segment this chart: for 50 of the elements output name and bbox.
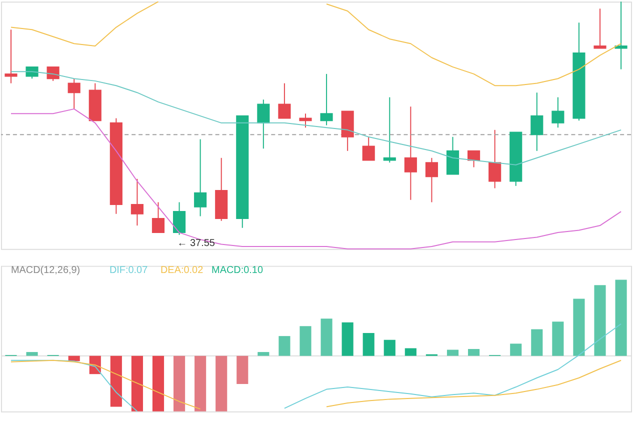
candlestick <box>446 136 460 175</box>
candlestick <box>278 82 291 119</box>
bar <box>194 356 206 412</box>
candlestick <box>320 73 333 126</box>
candlestick <box>383 96 396 164</box>
candlestick <box>468 150 480 168</box>
candlestick <box>552 96 564 128</box>
bar <box>342 322 354 356</box>
bar <box>278 336 290 356</box>
candlestick <box>68 78 80 110</box>
bar <box>320 318 332 356</box>
candlestick <box>299 113 312 128</box>
bar <box>468 348 480 356</box>
bar <box>404 348 416 356</box>
bar <box>552 322 564 356</box>
bar <box>258 352 270 356</box>
bar <box>131 356 143 412</box>
candlestick <box>152 202 165 234</box>
candlestick <box>4 29 18 84</box>
bar <box>300 326 312 356</box>
candlestick <box>362 136 375 161</box>
text: DEA:0.02 <box>160 264 204 276</box>
candlestick <box>172 202 186 236</box>
bar <box>384 340 396 356</box>
candlestick <box>194 138 207 217</box>
bar <box>510 344 522 356</box>
text: MACD:0.10 <box>212 264 264 276</box>
bar <box>152 356 164 412</box>
candlestick <box>594 8 606 49</box>
bar <box>362 333 374 356</box>
bar <box>236 356 248 384</box>
text: DIF:0.07 <box>109 264 148 276</box>
bar <box>110 356 122 407</box>
candlestick <box>130 178 144 226</box>
candlestick <box>257 99 270 150</box>
bar <box>173 356 186 412</box>
candlestick <box>425 157 438 203</box>
bar <box>26 352 38 356</box>
bar <box>531 329 543 356</box>
bar <box>573 298 585 356</box>
candlestick <box>530 92 544 152</box>
bar <box>216 356 228 412</box>
candlestick <box>614 1 628 70</box>
bar <box>615 280 627 356</box>
text: ← 37.55 <box>177 238 216 249</box>
candlestick <box>488 129 502 189</box>
chart-title: MACD(12,26,9) <box>10 264 80 276</box>
bar <box>594 285 606 356</box>
candlestick <box>404 106 417 200</box>
bar <box>446 350 459 356</box>
